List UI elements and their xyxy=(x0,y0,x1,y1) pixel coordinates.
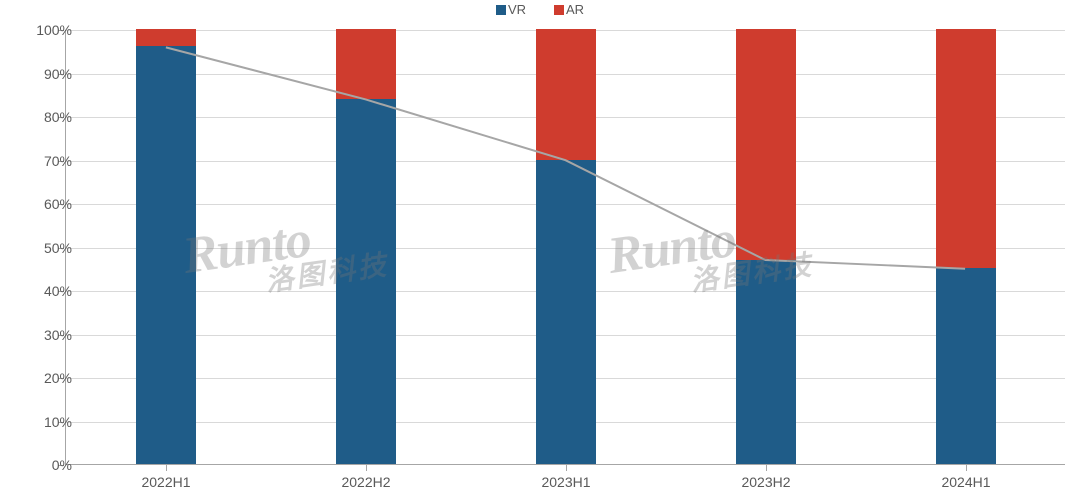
x-tick xyxy=(966,465,967,471)
y-tick-label: 50% xyxy=(44,240,72,256)
x-tick-label: 2022H1 xyxy=(141,474,190,490)
y-tick-label: 20% xyxy=(44,370,72,386)
legend-label: VR xyxy=(508,2,526,17)
x-tick xyxy=(166,465,167,471)
legend-swatch xyxy=(554,5,564,15)
x-tick-label: 2023H1 xyxy=(541,474,590,490)
x-tick xyxy=(366,465,367,471)
y-tick-label: 70% xyxy=(44,153,72,169)
x-tick xyxy=(766,465,767,471)
legend-item: VR xyxy=(496,2,526,17)
y-tick-label: 0% xyxy=(52,457,72,473)
y-tick-label: 60% xyxy=(44,196,72,212)
x-tick-label: 2022H2 xyxy=(341,474,390,490)
y-tick-label: 10% xyxy=(44,414,72,430)
legend-item: AR xyxy=(554,2,584,17)
legend-swatch xyxy=(496,5,506,15)
x-tick-label: 2023H2 xyxy=(741,474,790,490)
x-tick-label: 2024H1 xyxy=(941,474,990,490)
trend-polyline xyxy=(166,47,965,268)
plot-area: 2022H12022H22023H12023H22024H1 xyxy=(65,30,1065,465)
legend: VR AR xyxy=(0,2,1080,17)
y-tick-label: 90% xyxy=(44,66,72,82)
y-tick-label: 80% xyxy=(44,109,72,125)
y-tick-label: 30% xyxy=(44,327,72,343)
chart-container: VRAR 2022H12022H22023H12023H22024H1 0%10… xyxy=(0,0,1080,503)
trend-line xyxy=(66,30,1065,464)
y-tick-label: 100% xyxy=(36,22,72,38)
x-tick xyxy=(566,465,567,471)
legend-label: AR xyxy=(566,2,584,17)
y-tick-label: 40% xyxy=(44,283,72,299)
